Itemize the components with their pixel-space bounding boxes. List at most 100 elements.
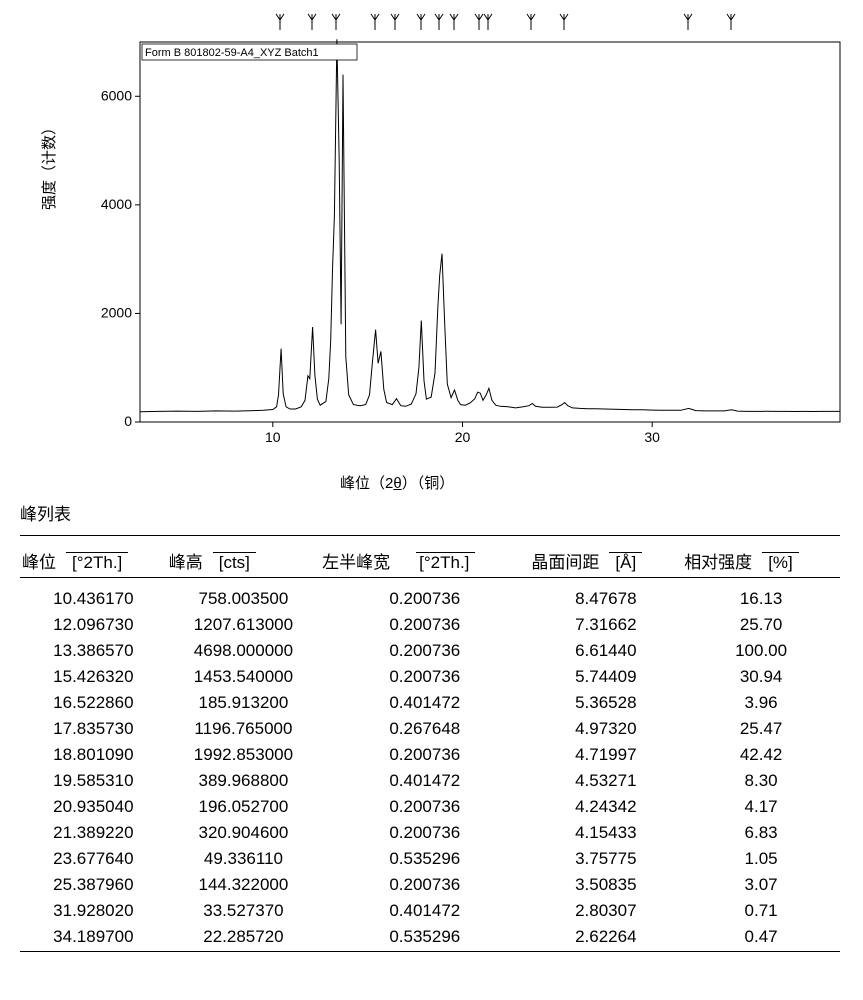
- table-cell: 3.50835: [529, 872, 682, 898]
- table-row: 17.8357301196.7650000.2676484.9732025.47: [20, 716, 840, 742]
- column-header: 晶面间距 [Å]: [529, 544, 682, 578]
- table-cell: 0.200736: [320, 586, 529, 612]
- table-row: 20.935040196.0527000.2007364.243424.17: [20, 794, 840, 820]
- table-cell: 30.94: [682, 664, 840, 690]
- peak-tick-icon: [683, 12, 693, 37]
- table-cell: 34.189700: [20, 924, 167, 950]
- x-axis-theta: θ: [393, 475, 401, 492]
- svg-text:6000: 6000: [101, 87, 132, 103]
- table-cell: 758.003500: [167, 586, 320, 612]
- table-cell: 5.74409: [529, 664, 682, 690]
- table-cell: 4.15433: [529, 820, 682, 846]
- table-cell: 0.267648: [320, 716, 529, 742]
- column-label: 峰高: [169, 553, 205, 572]
- table-cell: 8.30: [682, 768, 840, 794]
- table-cell: 4.24342: [529, 794, 682, 820]
- table-cell: 389.968800: [167, 768, 320, 794]
- table-cell: 4.53271: [529, 768, 682, 794]
- x-axis-label-pre: 峰位（2: [340, 475, 393, 492]
- table-row: 15.4263201453.5400000.2007365.7440930.94: [20, 664, 840, 690]
- table-cell: 0.200736: [320, 794, 529, 820]
- column-label: 相对强度: [684, 553, 754, 572]
- peak-tick-icon: [726, 12, 736, 37]
- table-cell: 320.904600: [167, 820, 320, 846]
- table-cell: 22.285720: [167, 924, 320, 950]
- column-label: 左半峰宽: [322, 553, 392, 572]
- table-cell: 6.83: [682, 820, 840, 846]
- table-cell: 0.401472: [320, 898, 529, 924]
- table-cell: 100.00: [682, 638, 840, 664]
- column-unit: [cts]: [213, 552, 256, 573]
- column-header: 左半峰宽[°2Th.]: [320, 544, 529, 578]
- peak-tick-icon: [275, 12, 285, 37]
- table-cell: 185.913200: [167, 690, 320, 716]
- table-cell: 4.17: [682, 794, 840, 820]
- svg-text:2000: 2000: [101, 304, 132, 320]
- table-cell: 13.386570: [20, 638, 167, 664]
- table-cell: 1196.765000: [167, 716, 320, 742]
- table-row: 16.522860185.9132000.4014725.365283.96: [20, 690, 840, 716]
- peak-tick-icon: [526, 12, 536, 37]
- peak-tick-marks: [125, 12, 845, 36]
- peak-tick-icon: [483, 12, 493, 37]
- table-cell: 2.62264: [529, 924, 682, 950]
- table-cell: 3.96: [682, 690, 840, 716]
- table-cell: 0.535296: [320, 846, 529, 872]
- table-row: 34.18970022.2857200.5352962.622640.47: [20, 924, 840, 950]
- table-cell: 12.096730: [20, 612, 167, 638]
- table-cell: 3.07: [682, 872, 840, 898]
- table-cell: 4.71997: [529, 742, 682, 768]
- peak-tick-icon: [416, 12, 426, 37]
- column-label: 晶面间距: [531, 553, 601, 572]
- table-cell: 20.935040: [20, 794, 167, 820]
- table-cell: 49.336110: [167, 846, 320, 872]
- table-cell: 0.200736: [320, 664, 529, 690]
- table-cell: 25.47: [682, 716, 840, 742]
- table-cell: 1992.853000: [167, 742, 320, 768]
- svg-text:10: 10: [265, 429, 281, 445]
- table-row: 21.389220320.9046000.2007364.154336.83: [20, 820, 840, 846]
- table-cell: 0.401472: [320, 768, 529, 794]
- table-cell: 21.389220: [20, 820, 167, 846]
- table-cell: 19.585310: [20, 768, 167, 794]
- peak-tick-icon: [559, 12, 569, 37]
- table-cell: 196.052700: [167, 794, 320, 820]
- column-unit: [Å]: [609, 552, 642, 573]
- table-row: 23.67764049.3361100.5352963.757751.05: [20, 846, 840, 872]
- column-header: 峰高 [cts]: [167, 544, 320, 578]
- y-axis-label: 强度（计数）: [38, 120, 59, 210]
- column-header: 峰位[°2Th.]: [20, 544, 167, 578]
- xrd-chart-region: 强度（计数） 峰位（2θ）（铜） 0200040006000102030Form…: [30, 10, 850, 480]
- table-cell: 18.801090: [20, 742, 167, 768]
- x-axis-label: 峰位（2θ）（铜）: [340, 472, 454, 493]
- table-cell: 5.36528: [529, 690, 682, 716]
- table-cell: 42.42: [682, 742, 840, 768]
- table-cell: 15.426320: [20, 664, 167, 690]
- table-cell: 0.200736: [320, 820, 529, 846]
- peak-tick-icon: [390, 12, 400, 37]
- table-cell: 1207.613000: [167, 612, 320, 638]
- peak-tick-icon: [307, 12, 317, 37]
- peak-tick-icon: [434, 12, 444, 37]
- table-cell: 144.322000: [167, 872, 320, 898]
- table-cell: 33.527370: [167, 898, 320, 924]
- table-cell: 23.677640: [20, 846, 167, 872]
- table-cell: 0.200736: [320, 872, 529, 898]
- table-cell: 0.47: [682, 924, 840, 950]
- table-row: 13.3865704698.0000000.2007366.61440100.0…: [20, 638, 840, 664]
- table-header-row: 峰位[°2Th.]峰高[cts]左半峰宽[°2Th.]晶面间距[Å]相对强度[%…: [20, 544, 840, 578]
- table-cell: 3.75775: [529, 846, 682, 872]
- table-cell: 25.70: [682, 612, 840, 638]
- table-cell: 4698.000000: [167, 638, 320, 664]
- xrd-chart-svg: 0200040006000102030Form B 801802-59-A4_X…: [90, 36, 850, 462]
- table-row: 12.0967301207.6130000.2007367.3166225.70: [20, 612, 840, 638]
- table-row: 10.436170758.0035000.2007368.4767816.13: [20, 586, 840, 612]
- column-label: 峰位: [22, 553, 58, 572]
- table-cell: 7.31662: [529, 612, 682, 638]
- table-row: 31.92802033.5273700.4014722.803070.71: [20, 898, 840, 924]
- peak-tick-icon: [449, 12, 459, 37]
- table-cell: 8.47678: [529, 586, 682, 612]
- table-cell: 0.200736: [320, 638, 529, 664]
- table-cell: 31.928020: [20, 898, 167, 924]
- peak-list-table: 峰位[°2Th.]峰高[cts]左半峰宽[°2Th.]晶面间距[Å]相对强度[%…: [20, 535, 840, 952]
